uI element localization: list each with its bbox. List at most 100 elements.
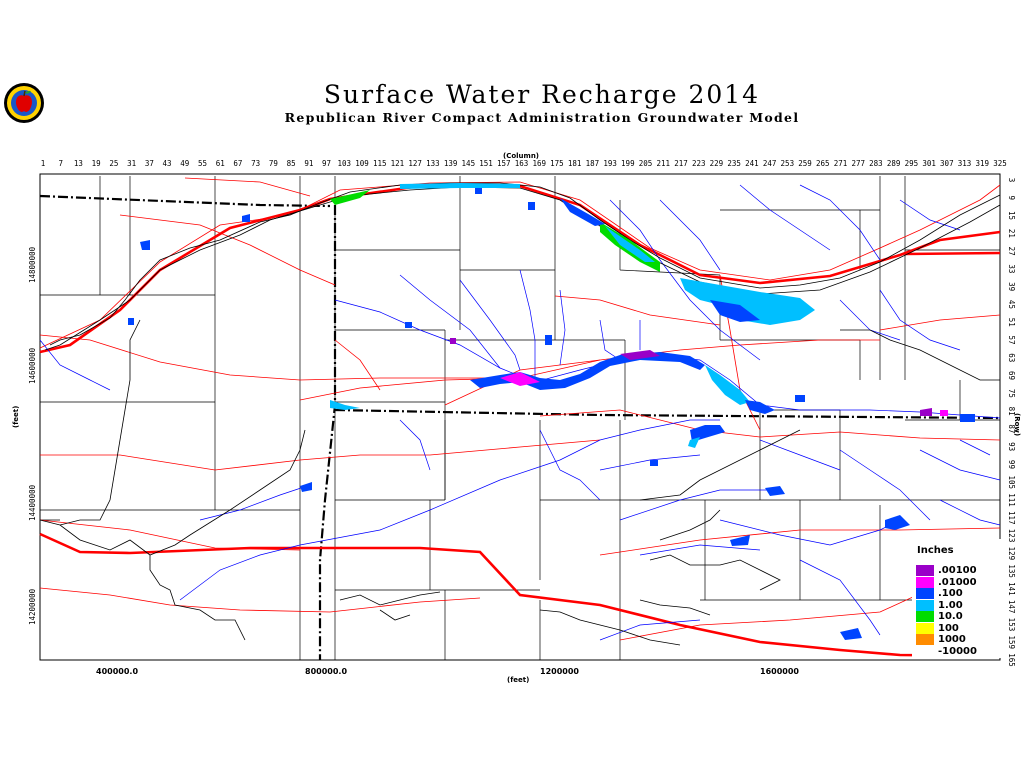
column-label: 25 [109,159,118,168]
row-label: 15 [1007,211,1016,220]
legend-label: 10.0 [938,611,963,622]
legend-swatch [916,599,934,611]
column-label: 199 [621,159,635,168]
column-label: 61 [216,159,225,168]
column-label: 145 [462,159,476,168]
row-label: 129 [1007,547,1016,561]
legend-swatch [916,576,934,588]
column-label: 49 [180,159,189,168]
right-axis-labels: 3915212733394551576369758187939910511111… [1007,178,1016,667]
column-label: 307 [940,159,954,168]
row-label: 159 [1007,635,1016,649]
legend-label: .01000 [938,576,977,588]
column-label: 43 [163,159,172,168]
top-axis-caption: (Column) [503,152,540,160]
left-axis-label: 14800000 [28,246,37,283]
row-label: 111 [1007,493,1016,507]
legend-label: 100 [938,622,959,634]
row-label: 153 [1007,618,1016,632]
legend-swatch [916,645,934,657]
column-label: 235 [727,159,741,168]
column-label: 259 [798,159,812,168]
legend-item: 1000 [916,634,966,645]
column-label: 271 [834,159,848,168]
legend-item: 10.0 [916,611,963,622]
row-label: 165 [1007,653,1016,667]
left-axis-label: 14400000 [28,484,37,521]
bottom-axis-label: 1200000 [540,667,579,676]
column-label: 181 [568,159,582,168]
legend-item: .01000 [916,576,977,588]
legend-title: Inches [917,545,954,556]
row-label: 57 [1007,335,1016,344]
legend-item: 1.00 [916,599,963,611]
column-label: 109 [355,159,369,168]
legend-label: -10000 [938,645,977,657]
row-label: 33 [1007,264,1016,273]
legend-swatch [916,622,934,634]
bottom-axis-label: 400000.0 [96,667,138,676]
row-label: 141 [1007,582,1016,596]
row-label: 99 [1007,460,1016,469]
row-label: 117 [1007,511,1016,525]
row-label: 135 [1007,564,1016,578]
row-label: 123 [1007,529,1016,543]
column-label: 289 [887,159,901,168]
legend-label: 1000 [938,634,966,645]
column-label: 169 [532,159,546,168]
column-label: 127 [408,159,422,168]
major-roads [39,177,1001,641]
column-label: 265 [816,159,830,168]
left-axis-label: 14200000 [28,588,37,625]
row-label: 93 [1007,442,1016,451]
row-label: 69 [1007,371,1016,380]
row-label: 75 [1007,389,1016,398]
column-label: 115 [373,159,387,168]
column-label: 205 [639,159,653,168]
row-label: 147 [1007,600,1016,614]
column-label: 325 [993,159,1007,168]
column-label: 133 [426,159,440,168]
row-label: 39 [1007,282,1016,291]
recharge-cells [128,183,975,640]
map-subtitle: Republican River Compact Administration … [284,110,800,125]
column-label: 175 [550,159,564,168]
column-label: 229 [710,159,724,168]
map-legend: Inches .00100.01000.100 1.00 10.0 100 1000 -1… [912,539,1008,658]
top-axis-labels: 1 7 13 19 25 31 37 43 49 55 61 67 73 79 85 91 97 103 109 11… [41,159,1007,168]
column-label: 193 [603,159,617,168]
column-label: 277 [851,159,865,168]
legend-label: .00100 [938,565,977,576]
row-label: 45 [1007,300,1016,309]
left-axis-label: 14600000 [28,347,37,384]
column-label: 301 [922,159,936,168]
legend-item: 100 [916,622,959,634]
model-boundary [39,182,1001,646]
row-label: 27 [1007,247,1016,256]
column-label: 319 [976,159,990,168]
column-label: 79 [269,159,278,168]
column-label: 313 [958,159,972,168]
legend-label: .100 [938,588,963,599]
column-label: 247 [763,159,777,168]
column-label: 211 [657,159,671,168]
column-label: 37 [145,159,154,168]
column-label: 187 [586,159,600,168]
column-label: 139 [444,159,458,168]
column-label: 67 [233,159,242,168]
legend-swatch [916,588,934,599]
column-label: 73 [251,159,260,168]
legend-label: 1.00 [938,599,963,611]
row-label: 9 [1007,196,1016,201]
column-label: 151 [479,159,493,168]
row-label: 21 [1007,229,1016,238]
column-label: 31 [127,159,136,168]
column-label: 13 [74,159,83,168]
streams [39,184,1001,641]
column-label: 19 [92,159,101,168]
row-label: 105 [1007,475,1016,489]
row-label: 3 [1007,178,1016,183]
column-label: 253 [781,159,795,168]
column-label: 283 [869,159,883,168]
